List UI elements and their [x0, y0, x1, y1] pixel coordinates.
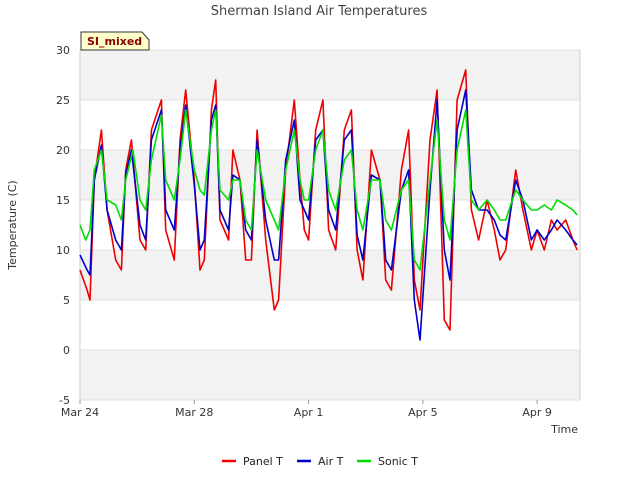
legend-label: Panel T [243, 455, 283, 468]
y-tick-label: 10 [56, 244, 70, 257]
x-tick-label: Apr 9 [522, 406, 552, 419]
x-tick-label: Apr 1 [294, 406, 324, 419]
legend-item: Air T [297, 455, 344, 468]
legend: Panel T Air T Sonic T [222, 455, 418, 468]
x-tick-labels: Mar 24 Mar 28 Apr 1 Apr 5 Apr 9 [61, 400, 552, 419]
y-tick-label: 20 [56, 144, 70, 157]
legend-label: Sonic T [378, 455, 418, 468]
y-tick-label: 25 [56, 94, 70, 107]
series-line-sonic-t [79, 109, 578, 271]
y-tick-label: -5 [59, 394, 70, 407]
y-gridlines [80, 49, 580, 401]
y-tick-label: 30 [56, 44, 70, 57]
y-tick-labels: -5 0 5 10 15 20 25 30 [56, 44, 70, 407]
grid-bands [80, 50, 580, 400]
y-tick-label: 0 [63, 344, 70, 357]
legend-label: Air T [318, 455, 344, 468]
legend-item: Panel T [222, 455, 283, 468]
y-axis-label: Temperature (C) [6, 180, 19, 270]
badge-label: SI_mixed [87, 35, 142, 48]
y-tick-label: 15 [56, 194, 70, 207]
x-tick-label: Mar 24 [61, 406, 99, 419]
badge-shape [80, 31, 150, 51]
series-lines [79, 69, 578, 341]
x-tick-label: Apr 5 [408, 406, 438, 419]
legend-item: Sonic T [357, 455, 418, 468]
grid-band [80, 50, 580, 100]
grid-band [80, 350, 580, 400]
y-tick-label: 5 [63, 294, 70, 307]
grid-band [80, 250, 580, 300]
plot-area [79, 49, 581, 401]
x-tick-label: Mar 28 [175, 406, 213, 419]
site-badge: SI_mixed [80, 31, 150, 51]
x-axis-label: Time [550, 423, 578, 436]
chart-title: Sherman Island Air Temperatures [211, 4, 428, 19]
